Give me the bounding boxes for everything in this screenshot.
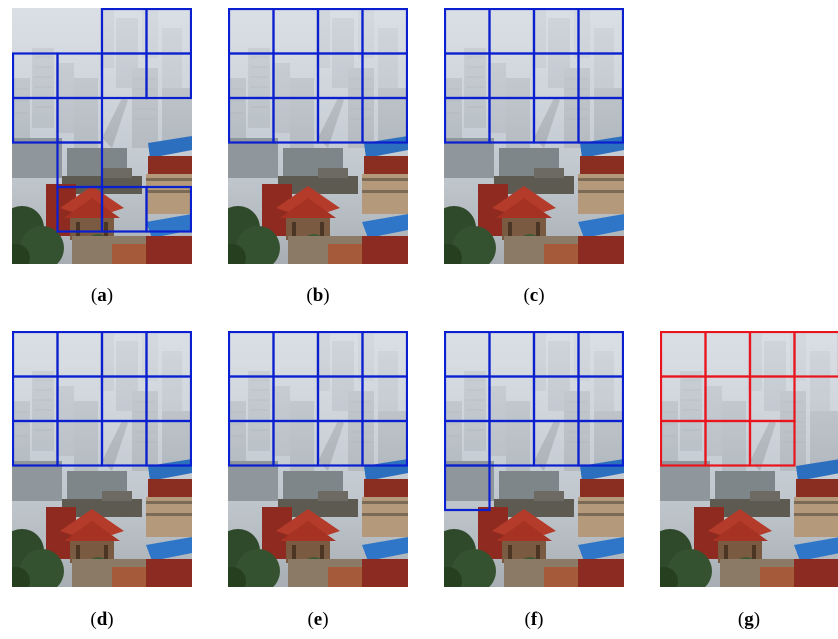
panel-a [12, 8, 192, 264]
caption-a: (a) [90, 285, 114, 306]
caption-f: (f) [524, 609, 544, 630]
scene-image [660, 331, 838, 587]
caption-b: (b) [306, 285, 330, 306]
caption-d: (d) [90, 609, 114, 630]
scene-image [12, 331, 192, 587]
selected-block [145, 185, 192, 233]
caption-g: (g) [737, 609, 761, 630]
scene-image [228, 8, 408, 264]
panel-d [12, 331, 192, 587]
scene-image [444, 8, 624, 264]
selected-block [444, 464, 491, 512]
scene-image [228, 331, 408, 587]
selected-block [793, 331, 838, 378]
selected-block [361, 419, 408, 467]
selected-block [361, 96, 408, 144]
panel-b [228, 8, 408, 264]
caption-e: (e) [307, 609, 329, 630]
selected-block [145, 52, 192, 100]
panel-e [228, 331, 408, 587]
selected-block [577, 96, 624, 144]
panel-g [660, 331, 838, 587]
panel-c [444, 8, 624, 264]
selected-block [577, 419, 624, 467]
caption-c: (c) [523, 285, 545, 306]
scene-image [444, 331, 624, 587]
selected-block [145, 419, 192, 467]
panel-f [444, 331, 624, 587]
scene-image [12, 8, 192, 264]
selected-block [748, 419, 796, 467]
